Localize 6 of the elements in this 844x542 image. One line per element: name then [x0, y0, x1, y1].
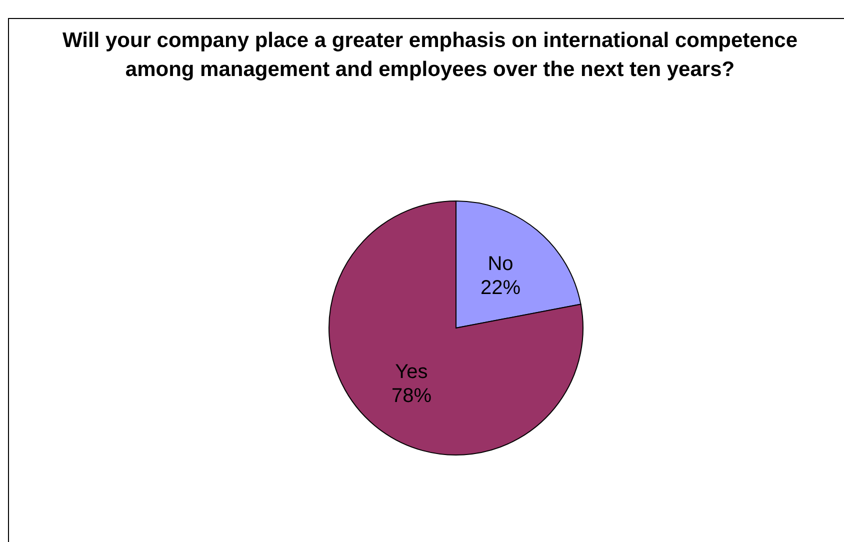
chart-title: Will your company place a greater emphasis on international competence among management and employees over the next ten years?: [61, 28, 799, 83]
pie-slice: [328, 200, 584, 456]
slice-label: No: [488, 253, 514, 276]
slice-label: Yes: [395, 360, 428, 383]
data-label: 22%: [480, 277, 521, 300]
data-label: 78%: [391, 384, 432, 407]
